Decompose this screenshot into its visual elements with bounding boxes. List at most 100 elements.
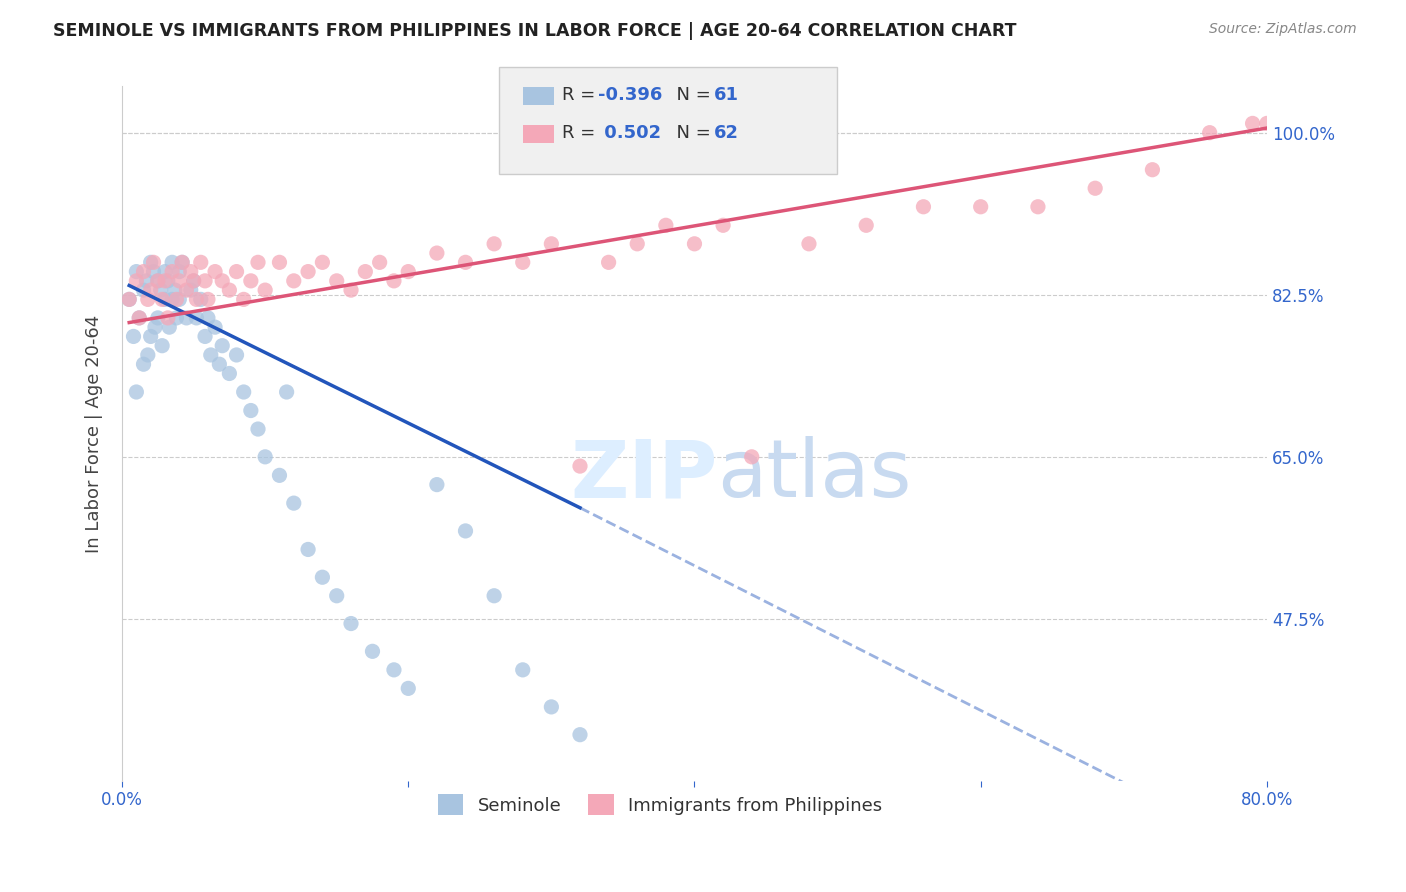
Text: N =: N = — [665, 124, 717, 142]
Point — [1198, 126, 1220, 140]
Point — [197, 310, 219, 325]
Point — [190, 293, 212, 307]
Point — [232, 293, 254, 307]
Legend: Seminole, Immigrants from Philippines: Seminole, Immigrants from Philippines — [429, 785, 891, 824]
Point — [136, 293, 159, 307]
Point — [132, 283, 155, 297]
Point — [204, 264, 226, 278]
Point — [153, 274, 176, 288]
Point — [683, 236, 706, 251]
Point — [246, 255, 269, 269]
Point — [225, 264, 247, 278]
Point — [125, 264, 148, 278]
Point — [1026, 200, 1049, 214]
Point — [311, 570, 333, 584]
Text: -0.396: -0.396 — [598, 87, 662, 104]
Point — [1084, 181, 1107, 195]
Text: R =: R = — [562, 87, 602, 104]
Point — [190, 255, 212, 269]
Point — [855, 219, 877, 233]
Point — [146, 274, 169, 288]
Point — [254, 450, 277, 464]
Point — [183, 274, 205, 288]
Point — [211, 274, 233, 288]
Point — [153, 264, 176, 278]
Point — [204, 320, 226, 334]
Point — [482, 589, 505, 603]
Point — [132, 357, 155, 371]
Point — [194, 274, 217, 288]
Point — [340, 283, 363, 297]
Point — [139, 329, 162, 343]
Point — [512, 663, 534, 677]
Point — [156, 310, 179, 325]
Point — [340, 616, 363, 631]
Point — [1256, 116, 1278, 130]
Point — [153, 293, 176, 307]
Point — [176, 310, 198, 325]
Point — [598, 255, 620, 269]
Point — [146, 274, 169, 288]
Point — [283, 496, 305, 510]
Point — [160, 293, 183, 307]
Point — [197, 293, 219, 307]
Text: 61: 61 — [714, 87, 740, 104]
Text: SEMINOLE VS IMMIGRANTS FROM PHILIPPINES IN LABOR FORCE | AGE 20-64 CORRELATION C: SEMINOLE VS IMMIGRANTS FROM PHILIPPINES … — [53, 22, 1017, 40]
Point — [150, 339, 173, 353]
Point — [211, 339, 233, 353]
Point — [118, 293, 141, 307]
Point — [269, 255, 291, 269]
Point — [218, 283, 240, 297]
Point — [128, 310, 150, 325]
Point — [200, 348, 222, 362]
Point — [142, 264, 165, 278]
Text: ZIP: ZIP — [569, 436, 717, 515]
Point — [239, 274, 262, 288]
Point — [325, 274, 347, 288]
Point — [1241, 116, 1264, 130]
Point — [118, 293, 141, 307]
Point — [136, 348, 159, 362]
Point — [172, 255, 194, 269]
Point — [165, 293, 187, 307]
Text: 62: 62 — [714, 124, 740, 142]
Point — [150, 293, 173, 307]
Point — [225, 348, 247, 362]
Point — [139, 255, 162, 269]
Point — [142, 255, 165, 269]
Point — [382, 663, 405, 677]
Point — [160, 255, 183, 269]
Point — [540, 699, 562, 714]
Point — [163, 283, 186, 297]
Point — [297, 542, 319, 557]
Point — [169, 264, 191, 278]
Point — [741, 450, 763, 464]
Point — [276, 384, 298, 399]
Point — [325, 589, 347, 603]
Point — [165, 310, 187, 325]
Point — [169, 274, 191, 288]
Point — [160, 264, 183, 278]
Text: N =: N = — [665, 87, 717, 104]
Point — [122, 329, 145, 343]
Point — [208, 357, 231, 371]
Point — [269, 468, 291, 483]
Point — [454, 255, 477, 269]
Point — [454, 524, 477, 538]
Point — [569, 728, 592, 742]
Point — [176, 283, 198, 297]
Point — [135, 274, 157, 288]
Point — [540, 236, 562, 251]
Point — [156, 274, 179, 288]
Point — [186, 293, 208, 307]
Point — [232, 384, 254, 399]
Y-axis label: In Labor Force | Age 20-64: In Labor Force | Age 20-64 — [86, 315, 103, 553]
Point — [139, 283, 162, 297]
Point — [186, 310, 208, 325]
Point — [368, 255, 391, 269]
Point — [172, 255, 194, 269]
Point — [396, 264, 419, 278]
Point — [297, 264, 319, 278]
Point — [218, 367, 240, 381]
Point — [354, 264, 377, 278]
